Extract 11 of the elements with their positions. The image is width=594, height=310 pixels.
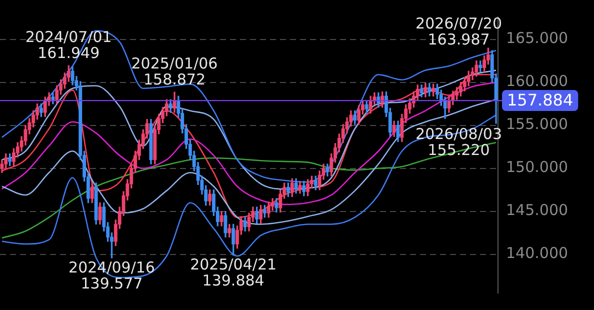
annotation: 2025/04/21 139.884 — [190, 256, 277, 290]
y-tick-label: 145.000 — [506, 201, 568, 220]
y-tick-label: 155.000 — [506, 115, 568, 134]
annotation: 2025/01/06 158.872 — [131, 54, 218, 88]
y-tick-label: 165.000 — [506, 29, 568, 48]
annotation: 2026/07/20 163.987 — [416, 14, 502, 48]
line-series — [1, 142, 497, 239]
y-tick-label: 150.000 — [506, 158, 568, 176]
y-tick-label: 160.000 — [506, 72, 568, 90]
y-tick-label: 140.000 — [506, 244, 568, 262]
ref-line-label: 157.884 — [507, 90, 574, 110]
